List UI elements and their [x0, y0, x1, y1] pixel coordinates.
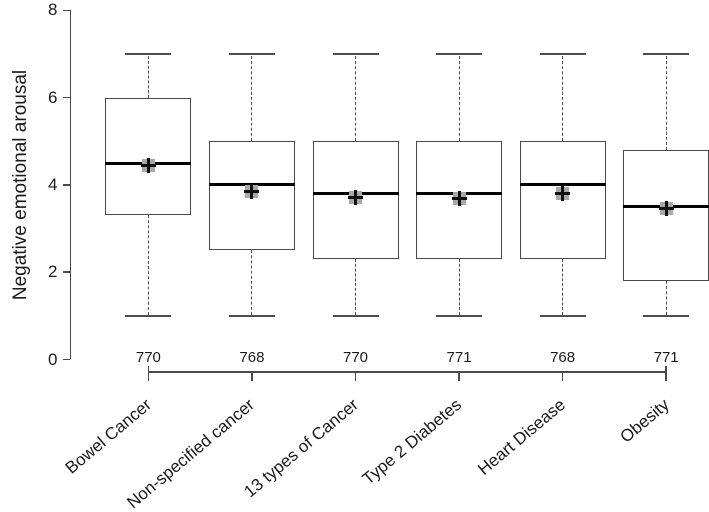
upper-whisker-cap — [125, 52, 172, 55]
y-axis-tick — [62, 271, 70, 273]
x-axis-tick — [561, 371, 564, 381]
lower-whisker-line — [355, 259, 356, 315]
x-axis-tick — [251, 371, 253, 381]
upper-whisker-cap — [228, 52, 275, 55]
mean-marker-cross — [664, 201, 668, 217]
upper-whisker-line — [458, 55, 460, 142]
upper-whisker-line — [665, 55, 667, 150]
sample-size-label: 768 — [239, 349, 265, 366]
y-axis-tick — [62, 96, 70, 99]
y-axis-tick-label: 6 — [48, 87, 58, 107]
upper-whisker-cap — [332, 52, 379, 55]
lower-whisker-cap — [125, 314, 172, 317]
y-axis-tick-label: 4 — [48, 174, 58, 194]
upper-whisker-cap — [436, 52, 483, 55]
x-axis-tick — [354, 371, 357, 381]
y-axis-tick-label: 0 — [48, 349, 58, 369]
mean-marker-cross — [561, 186, 565, 202]
upper-whisker-line — [147, 55, 149, 98]
sample-size-label: 770 — [135, 349, 161, 366]
mean-marker-cross — [250, 183, 254, 199]
mean-marker-cross — [457, 191, 461, 207]
upper-whisker-line — [355, 55, 356, 142]
sample-size-label: 771 — [446, 349, 472, 366]
mean-marker-cross — [146, 157, 150, 173]
category-label: 13 types of Cancer — [240, 395, 362, 502]
x-axis-line — [148, 371, 667, 373]
lower-whisker-line — [147, 215, 149, 315]
x-axis-tick — [458, 371, 460, 381]
lower-whisker-line — [458, 259, 460, 315]
y-axis-tick-label: 2 — [48, 262, 58, 282]
lower-whisker-line — [562, 259, 564, 315]
lower-whisker-cap — [643, 314, 690, 317]
upper-whisker-cap — [643, 52, 690, 55]
median-line — [519, 183, 606, 187]
upper-whisker-line — [562, 55, 564, 142]
sample-size-label: 770 — [342, 349, 369, 366]
mean-marker-cross — [354, 189, 357, 205]
upper-whisker-line — [251, 55, 253, 142]
category-label: Obesity — [616, 395, 673, 447]
category-label: Type 2 Diabetes — [358, 395, 466, 489]
sample-size-label: 768 — [550, 349, 576, 366]
boxplot-box — [312, 141, 399, 260]
lower-whisker-cap — [228, 314, 275, 317]
lower-whisker-cap — [332, 314, 379, 317]
upper-whisker-cap — [539, 52, 586, 55]
y-axis-line — [69, 10, 71, 360]
boxplot-box — [105, 97, 192, 216]
category-label: Bowel Cancer — [61, 395, 155, 478]
category-label: Heart Disease — [474, 395, 569, 479]
sample-size-label: 771 — [653, 349, 679, 366]
lower-whisker-line — [665, 280, 667, 315]
x-axis-tick — [147, 365, 150, 381]
y-axis-tick — [62, 9, 70, 12]
x-axis-tick — [665, 365, 667, 381]
lower-whisker-cap — [436, 314, 483, 317]
y-axis-tick — [62, 184, 70, 186]
lower-whisker-line — [251, 250, 253, 315]
y-axis-tick-label: 8 — [48, 0, 58, 20]
lower-whisker-cap — [539, 314, 586, 317]
y-axis-tick — [62, 358, 70, 361]
